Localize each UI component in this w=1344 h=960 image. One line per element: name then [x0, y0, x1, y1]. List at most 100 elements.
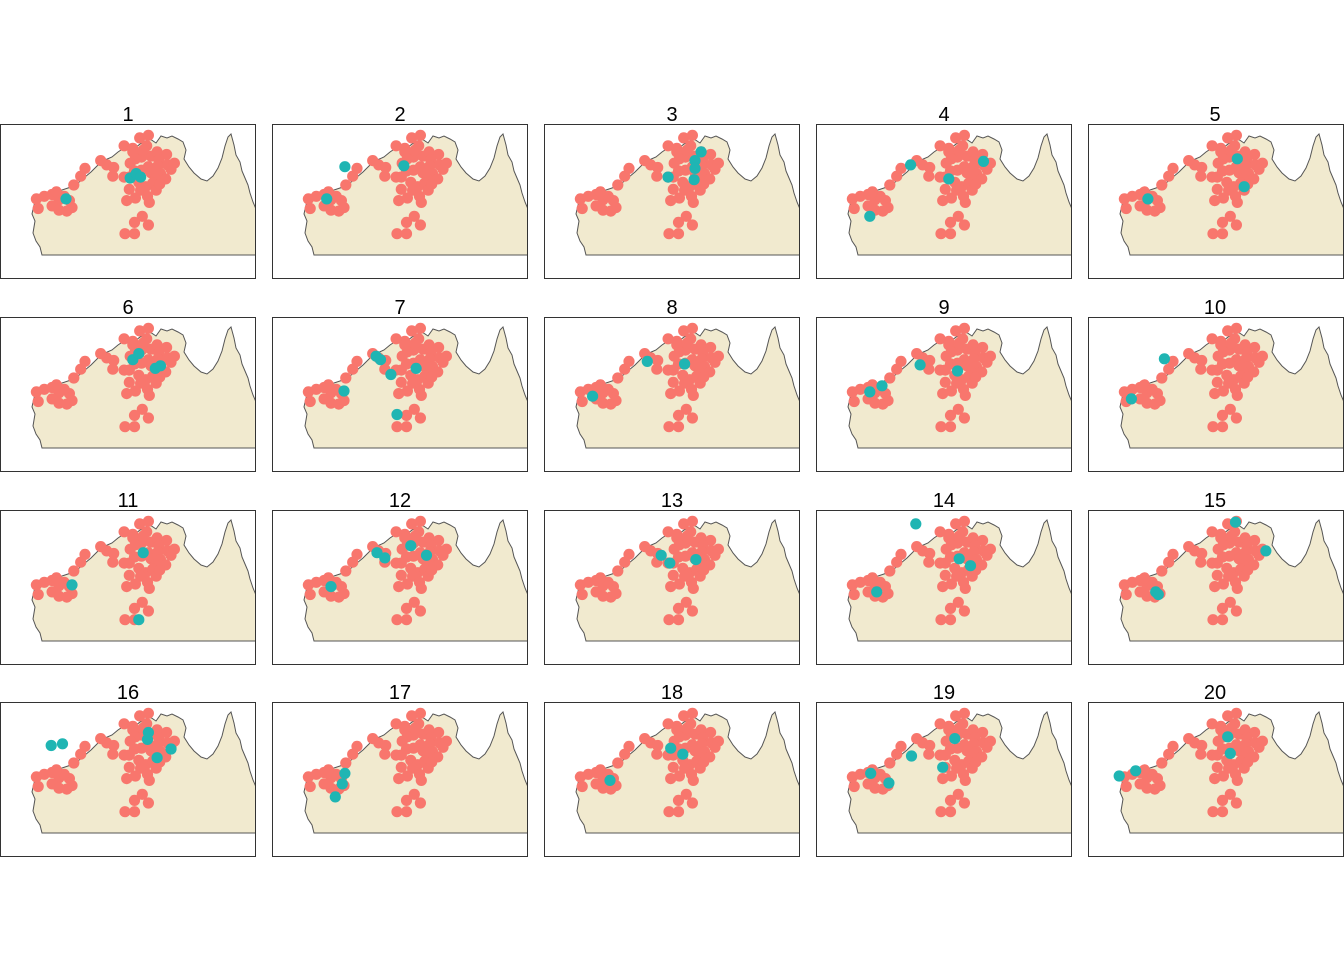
- site-point: [678, 325, 690, 337]
- site-point: [594, 186, 606, 198]
- panel-title: 7: [394, 297, 405, 319]
- site-point: [953, 722, 965, 734]
- site-point: [945, 770, 957, 782]
- highlight-point: [864, 386, 876, 398]
- site-point: [937, 773, 949, 785]
- panel-frame: [816, 510, 1072, 665]
- site-point: [121, 195, 133, 207]
- site-point: [687, 389, 699, 401]
- site-point: [1217, 578, 1229, 590]
- site-point: [1216, 806, 1229, 818]
- site-point: [1207, 228, 1219, 240]
- highlight-point: [604, 774, 616, 786]
- site-point: [400, 794, 413, 806]
- map-panel-9: 9: [816, 297, 1072, 472]
- site-point: [1253, 163, 1265, 175]
- panel-title: 8: [666, 297, 677, 319]
- site-point: [1242, 564, 1254, 576]
- map-panel-6: 6: [0, 297, 256, 472]
- site-point: [672, 165, 685, 177]
- panel-frame: [816, 124, 1072, 279]
- site-point: [981, 741, 993, 753]
- site-point: [1224, 788, 1236, 800]
- site-point: [338, 202, 350, 214]
- site-point: [408, 788, 420, 800]
- site-point: [134, 710, 146, 722]
- panel-title: 13: [661, 490, 683, 512]
- site-point: [958, 322, 970, 334]
- highlight-point: [953, 553, 965, 565]
- site-point: [665, 388, 677, 400]
- site-point: [884, 757, 896, 769]
- panel-title: 12: [389, 490, 411, 512]
- site-point: [118, 526, 130, 538]
- site-point: [121, 581, 133, 593]
- site-point: [709, 741, 721, 753]
- highlight-point: [664, 557, 676, 569]
- site-point: [1206, 526, 1218, 538]
- site-point: [681, 337, 693, 349]
- map-panel-11: 11: [0, 490, 256, 665]
- site-point: [107, 363, 119, 375]
- panel-title: 14: [933, 490, 955, 512]
- site-point: [923, 748, 935, 760]
- site-point: [1242, 371, 1254, 383]
- highlight-point: [66, 579, 78, 591]
- map-panel-1: 1: [0, 104, 256, 279]
- site-point: [154, 564, 166, 576]
- site-point: [576, 202, 588, 215]
- site-point: [1156, 179, 1168, 191]
- site-point: [128, 551, 141, 563]
- panel-title: 1: [122, 104, 133, 126]
- highlight-point: [905, 750, 918, 762]
- site-point: [698, 178, 710, 190]
- site-point: [652, 354, 664, 367]
- site-point: [351, 740, 363, 752]
- highlight-point: [1260, 545, 1272, 557]
- site-point: [1230, 412, 1242, 424]
- site-point: [698, 756, 710, 768]
- site-point: [165, 356, 177, 368]
- highlight-point: [1130, 765, 1142, 777]
- site-point: [1225, 530, 1237, 542]
- site-point: [686, 322, 698, 334]
- site-point: [709, 356, 721, 368]
- map-panel-4: 4: [816, 104, 1072, 279]
- site-point: [1167, 355, 1179, 367]
- highlight-point: [338, 385, 350, 397]
- site-point: [934, 526, 946, 538]
- site-point: [367, 155, 379, 167]
- highlight-point: [1113, 770, 1125, 782]
- site-point: [680, 788, 692, 800]
- site-point: [848, 780, 860, 793]
- site-point: [32, 202, 44, 215]
- site-point: [923, 363, 935, 375]
- site-point: [958, 797, 970, 809]
- highlight-point: [420, 549, 433, 561]
- site-point: [1154, 395, 1166, 407]
- site-point: [128, 806, 141, 818]
- site-point: [1253, 741, 1265, 753]
- site-point: [400, 409, 413, 421]
- site-point: [107, 556, 119, 568]
- site-point: [304, 588, 316, 601]
- site-point: [66, 202, 78, 214]
- site-point: [667, 761, 679, 773]
- site-point: [121, 773, 133, 785]
- site-point: [945, 192, 957, 204]
- site-point: [1207, 806, 1219, 818]
- site-point: [652, 161, 664, 174]
- site-point: [426, 178, 438, 190]
- site-point: [108, 354, 120, 367]
- site-point: [884, 372, 896, 384]
- site-point: [1225, 337, 1237, 349]
- panel-frame: [272, 702, 528, 857]
- site-point: [409, 144, 421, 156]
- map-panel-2: 2: [272, 104, 528, 279]
- highlight-point: [865, 767, 877, 779]
- site-point: [639, 733, 651, 745]
- site-point: [142, 322, 154, 334]
- site-point: [1138, 572, 1150, 584]
- site-point: [426, 756, 438, 768]
- site-point: [437, 549, 449, 561]
